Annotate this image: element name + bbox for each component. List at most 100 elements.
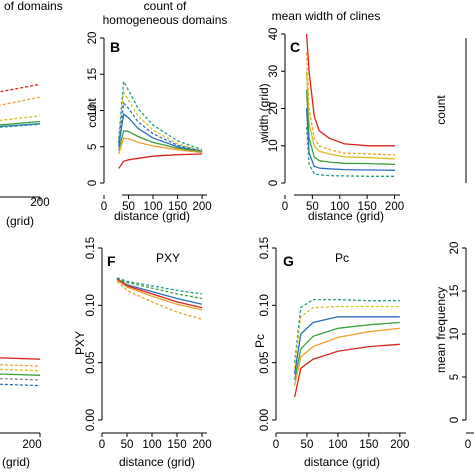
panel-a-series [0, 83, 41, 128]
panel-c: mean width of clines C width (grid) dist… [257, 9, 404, 223]
panel-f-x-tick-label-4: 200 [192, 439, 211, 451]
panel-g-x-tick-label-0: 0 [273, 439, 279, 451]
panel-b-x-tick-label-0: 0 [101, 201, 107, 213]
panel-f-x-tick-label-3: 150 [167, 439, 186, 451]
panel-h-y-label: mean frequency [434, 287, 448, 373]
panel-b-y-tick-label-1: 5 [87, 144, 99, 150]
panel-h-y-tick-label-4: 20 [449, 242, 461, 255]
panel-c-series-orange-1 [305, 52, 396, 156]
panel-e-series-gray-4 [0, 377, 41, 381]
panel-f-series-orange-4 [116, 279, 203, 311]
panel-b-y-tick-label-2: 10 [87, 104, 99, 117]
panel-g-y-tick-label-1: 0.05 [259, 351, 271, 373]
panel-c-x-tick-label-1: 50 [306, 201, 319, 213]
panel-h-y-tick-label-0: 0 [449, 417, 461, 423]
panel-b-x-tick-label-4: 200 [193, 201, 212, 213]
panel-g-x-tick-label-1: 50 [301, 439, 314, 451]
panel-f-series-teal-0 [116, 277, 203, 295]
panel-b-series-blue-6 [118, 101, 203, 152]
panel-h: mean frequency 0 0 5 10 15 20 [434, 242, 474, 451]
panel-a-series-blue-4 [0, 123, 41, 128]
panel-b-x-label: distance (grid) [114, 209, 190, 223]
panel-c-y-tick-label-3: 30 [268, 65, 280, 78]
panel-g-series-yellow-1 [293, 305, 400, 369]
panel-b-title-line-2: homogeneous domains [103, 13, 228, 27]
panel-c-x-tick-label-2: 100 [330, 201, 349, 213]
panel-h-y-tick-label-2: 10 [449, 328, 461, 341]
panel-c-y-tick-label-1: 10 [268, 139, 280, 152]
panel-g: Pc G Pc distance (grid) 0 50 100 150 200 0.00… [253, 237, 409, 469]
panel-c-series [305, 33, 396, 177]
panel-f-y-tick-label-0: 0.00 [85, 409, 97, 431]
panel-g-y-tick-label-3: 0.15 [259, 237, 271, 259]
panel-g-x-tick-label-2: 100 [328, 439, 347, 451]
panel-g-y-tick-label-0: 0.00 [259, 409, 271, 431]
panel-d-y-label: count [434, 95, 448, 125]
panel-f-x-tick-label-1: 50 [121, 439, 134, 451]
panel-e-series-orange-1 [0, 364, 41, 367]
panel-c-y-label: width (grid) [257, 83, 271, 143]
panel-b-series-teal-0 [118, 79, 203, 151]
panel-g-x-tick-label-4: 200 [390, 439, 409, 451]
panel-g-series-blue-2 [293, 316, 400, 375]
panel-c-x-tick-label-4: 200 [385, 201, 404, 213]
panel-e-series-green-3 [0, 373, 41, 376]
panel-f: PXY F PXY distance (grid) 0 50 100 150 200 0.… [73, 237, 212, 469]
panel-b-ticks: 0 50 100 150 200 0 5 10 15 20 [87, 32, 212, 213]
panel-c-x-tick-label-3: 150 [358, 201, 377, 213]
panel-f-letter: F [107, 253, 116, 269]
panel-c-x-label: distance (grid) [308, 209, 384, 223]
panel-e: 200 (grid) [0, 357, 42, 469]
panel-h-y-tick-label-1: 5 [449, 374, 461, 380]
panel-h-ticks: 0 5 10 15 20 [449, 242, 466, 423]
panel-g-series-orange-4 [293, 327, 400, 386]
panel-a-x-tick-label: 200 [30, 197, 49, 209]
panel-b-letter: B [110, 39, 120, 55]
panel-b-y-label: count [85, 98, 99, 128]
panel-c-series-yellow-2 [305, 71, 396, 160]
panel-c-y-tick-label-2: 20 [268, 102, 280, 115]
panel-b-title-line-1: count of [144, 0, 187, 13]
panel-b-x-tick-label-1: 50 [122, 201, 135, 213]
panel-f-series-orange-5 [116, 280, 203, 320]
panel-f-series-red-3 [116, 278, 203, 309]
panel-g-y-label: Pc [253, 334, 267, 348]
panel-g-ticks: 0 50 100 150 200 0.00 0.05 0.10 0.15 [259, 237, 409, 451]
panel-a: n of domains 200 (grid) [0, 0, 63, 228]
panel-a-series-teal-5 [0, 123, 41, 128]
panel-c-y-tick-label-4: 40 [268, 28, 280, 41]
panel-c-series-green-3 [305, 89, 396, 166]
panel-g-y-tick-label-2: 0.10 [259, 294, 271, 316]
panel-g-title: Pc [335, 251, 349, 265]
panel-f-ticks: 0 50 100 150 200 0.00 0.05 0.10 0.15 [85, 237, 212, 451]
panel-b-series-orange-4 [118, 137, 203, 155]
panel-c-series-blue-4 [305, 108, 396, 171]
panel-b-y-tick-label-3: 15 [87, 68, 99, 81]
panel-e-series [0, 357, 41, 387]
panel-a-series-red-0 [0, 83, 41, 93]
panel-h-y-tick-label-3: 15 [449, 285, 461, 298]
panel-b-series [118, 79, 203, 169]
panel-g-series [293, 298, 400, 398]
panel-g-letter: G [283, 253, 294, 269]
panel-c-ticks: 0 50 100 150 200 0 10 20 30 40 [268, 28, 404, 213]
panel-b: count of homogeneous domains B count dis… [85, 0, 227, 223]
panel-h-x-tick-label: 0 [465, 439, 471, 451]
panel-b-y-tick-label-0: 0 [87, 180, 99, 186]
panel-g-series-green-3 [293, 321, 400, 381]
panel-f-y-tick-label-3: 0.15 [85, 237, 97, 259]
panel-g-series-red-5 [293, 343, 400, 398]
panel-c-x-tick-label-0: 0 [282, 201, 288, 213]
panel-e-series-blue-5 [0, 383, 41, 387]
panel-a-x-label: (grid) [6, 214, 34, 228]
panel-c-title: mean width of clines [272, 9, 381, 23]
panel-e-series-yellow-2 [0, 368, 41, 372]
panel-b-series-green-3 [118, 130, 203, 153]
panel-c-series-red-0 [305, 33, 395, 147]
panel-a-series-yellow-2 [0, 115, 41, 122]
panel-b-series-yellow-1 [118, 90, 203, 152]
panel-b-series-red-5 [118, 153, 203, 169]
panel-f-x-label: distance (grid) [119, 455, 195, 469]
panel-b-series-blue-2 [118, 112, 203, 153]
